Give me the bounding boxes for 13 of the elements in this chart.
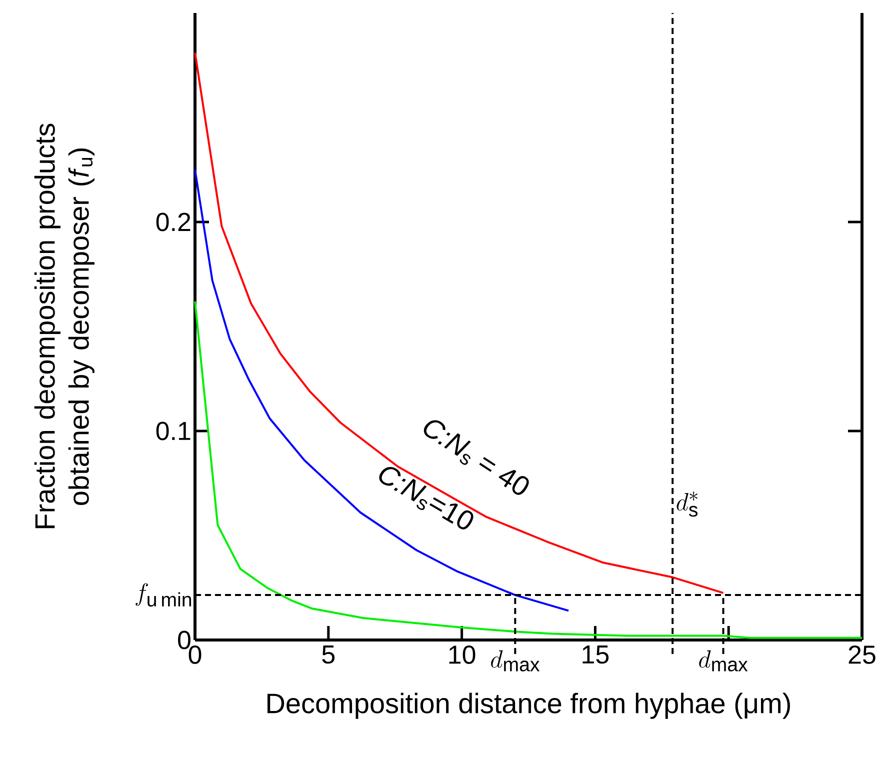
- x-tick-label: 5: [322, 646, 335, 664]
- y-tick-label: 0.1: [156, 422, 190, 440]
- y-tick-label: 0: [178, 630, 190, 650]
- ref-line-label: $d_{\mathrm{s}}^{*}$: [676, 492, 698, 517]
- x-tick-label: 25: [848, 646, 876, 664]
- ref-line-label: $d_{\mathrm{max}}$: [699, 650, 748, 672]
- annotation: C:N$_{s}$=10: [379, 467, 474, 530]
- ref-line-label: $d_{\mathrm{max}}$: [491, 650, 540, 672]
- y-tick-label: 0.2: [156, 212, 190, 232]
- ref-line-label: $f_{\mathrm{u\,min}}$: [136, 583, 192, 607]
- x-tick-label: 10: [449, 646, 476, 664]
- x-axis-title: Decomposition distance from hyphae (μm): [268, 692, 790, 719]
- x-tick-label: 15: [582, 646, 609, 664]
